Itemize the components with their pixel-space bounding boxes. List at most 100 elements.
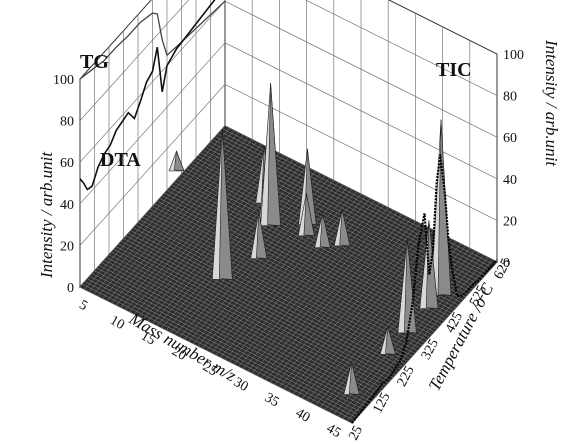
dta-label: DTA [100,149,141,171]
peak-shade [303,193,315,237]
floor-line-temp [157,200,430,338]
intensity-right-tick-label: 0 [503,256,510,271]
floor-line-temp [133,227,406,365]
peak-shade [339,209,351,247]
floor-line-temp [191,163,464,300]
tg-label: TG [80,51,109,73]
tic-curve [351,154,498,424]
floor-line-temp [89,276,362,413]
peak-shade [218,128,233,280]
intensity-left-tick-label: 20 [60,239,74,254]
floor-line-temp [79,286,353,424]
mass-tick-label: 25 [200,359,220,379]
peak-shade [267,83,281,227]
mass-tick-label: 20 [169,344,189,364]
peak-shade [256,211,268,260]
mass-tick-label: 35 [262,390,282,410]
floor-line-temp [193,160,466,298]
mass-tick-label: 5 [76,298,90,314]
mass-tick-label: 10 [107,313,127,333]
floor-line-temp [164,192,437,330]
floor-line-temp [147,211,420,349]
floor-line-temp [130,230,403,367]
left-wall-hgrid [79,84,226,246]
floor-line-temp [87,278,360,416]
peak-mz-18 [260,83,281,227]
thermal-curves [79,0,498,424]
right-wall-hgrid [305,0,498,96]
peak-mz-20 [250,211,268,260]
peak-mz-26 [314,213,331,249]
intensity-right-tick-label: 40 [503,173,517,188]
floor-line-temp [118,243,391,381]
back-walls [79,0,498,289]
dta-curve [79,0,216,191]
floor-line-temp [145,214,418,351]
intensity-right-tick-label: 60 [503,131,517,146]
right-wall-hgrid [224,0,498,138]
peak-mz-44 [379,325,396,355]
intensity-left-tick-label: 60 [60,156,74,171]
left-wall-hgrid [79,0,190,121]
peak-mz-23 [297,193,315,237]
z-axis-title-right: Intensity / arb.unit [542,39,561,167]
floor-line-temp [116,246,389,383]
floor-line-temp [99,265,372,402]
intensity-left-tick-label: 80 [60,115,74,130]
intensity-right-tick-label: 20 [503,214,517,229]
floor-line-temp [94,270,367,408]
peak-shade [404,238,417,334]
floor-line-temp [113,249,386,386]
floor-line-temp [137,222,411,359]
peak-shade [348,362,360,395]
tg-curve [79,0,226,80]
peak-shade [173,150,185,172]
left-wall-hgrid [79,0,226,163]
floor-line-temp [96,268,370,405]
peak-mz-2 [168,150,185,172]
tic-label: TIC [436,59,472,81]
floor-line-temp [149,208,423,346]
floor-line-temp [152,206,425,343]
right-wall-hgrid [224,42,498,180]
intensity-right-tick-label: 100 [503,48,524,63]
floor-line-temp [195,157,469,295]
mass-tick-label: 45 [324,421,344,441]
peak-mz-18 [211,128,233,280]
temperature-tick-label: 25 [346,423,366,442]
floor-line-temp [91,273,365,410]
z-axis-title-left: Intensity / arb.unit [37,151,56,279]
floor-line-temp [111,251,384,389]
floor-line-temp [162,195,435,332]
floor-line-temp [142,217,415,354]
floor-line-temp [169,187,442,324]
left-wall-hgrid [79,42,226,205]
floor-line-temp [123,238,396,375]
floor-line-temp [84,281,357,418]
peak-mz-44 [343,362,360,395]
floor-line-temp [108,254,382,392]
floor-line-temp [120,241,394,378]
intensity-left-tick-label: 100 [53,73,74,88]
floor-line-temp [106,257,379,394]
intensity-left-tick-label: 0 [67,281,74,296]
floor-line-temp [159,198,432,335]
peak-shade [385,326,396,355]
mass-tick-label: 30 [231,375,251,395]
floor-line-temp [101,262,374,400]
mass-tick-label: 40 [293,406,313,426]
floor-line-temp [128,233,401,370]
floor-line-temp [125,235,399,373]
intensity-left-tick-label: 40 [60,198,74,213]
floor-line-temp [140,219,413,357]
mass-tick-label: 15 [138,329,158,349]
floor-line-temp [154,203,428,341]
floor-line-temp [104,259,377,397]
peak-mz-28 [333,209,351,247]
floor-line-temp [135,225,408,362]
floor-line-temp [82,284,355,421]
intensity-right-tick-label: 80 [503,90,517,105]
floor-line-temp [166,190,440,327]
peak-shade [319,213,331,249]
